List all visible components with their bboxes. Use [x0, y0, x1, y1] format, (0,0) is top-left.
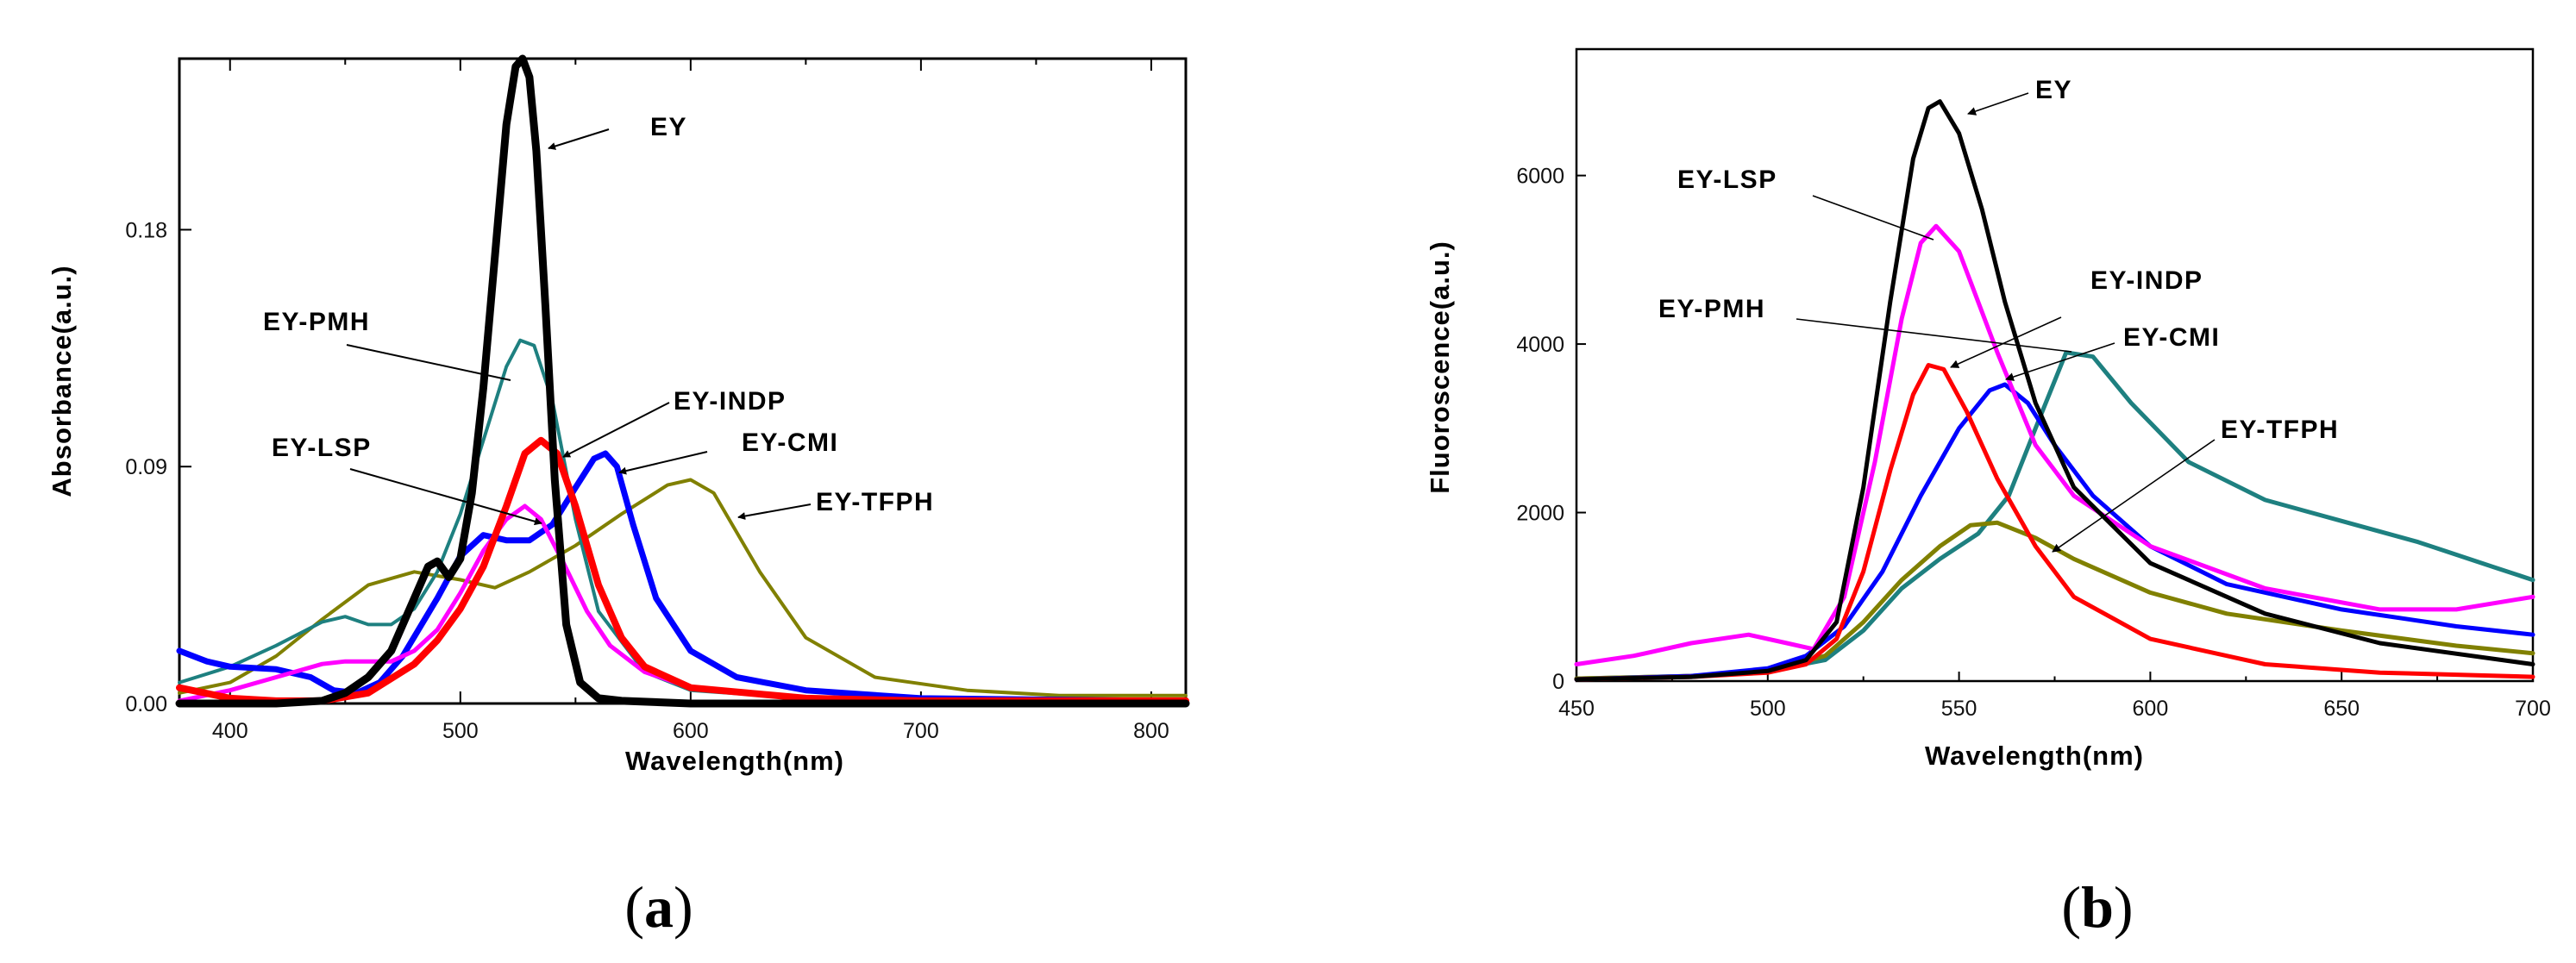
- x-tick-label: 600: [673, 719, 709, 743]
- x-tick-label: 700: [903, 719, 939, 743]
- panel-a-label-ey-pmh: EY-PMH: [263, 308, 370, 336]
- panel-a-ticks: [179, 59, 1152, 704]
- panel-b-series: [1574, 99, 2535, 682]
- panel-b-fluorescence-chart: 450 500 550 600 650 700 0 2000 4000 6000 Wavelen…: [1425, 47, 2551, 771]
- panel-a-label-ey-tfph: EY-TFPH: [816, 488, 934, 516]
- panel-b-label-ey-indp: EY-INDP: [2090, 266, 2203, 295]
- panel-b-label-ey-lsp: EY-LSP: [1677, 166, 1777, 194]
- x-tick-label: 700: [2515, 697, 2551, 721]
- panel-a-absorbance-chart: 400 500 600 700 800 0.00 0.09 0.18 Wavelength(…: [47, 54, 1190, 776]
- panel-a-y-axis-title: Absorbance(a.u.): [47, 265, 77, 497]
- x-tick-label: 400: [212, 719, 248, 743]
- panel-a-arrow-ey: [548, 128, 610, 150]
- panel-a-x-tick-labels: 400 500 600 700 800: [212, 719, 1169, 743]
- panel-b-x-tick-labels: 450 500 550 600 650 700: [1558, 697, 2551, 721]
- panel-b-series-ey-indp: [1574, 363, 2535, 682]
- panel-b-series-ey-tfph: [1574, 520, 2535, 681]
- panel-a-series-ey: [175, 54, 1190, 708]
- y-tick-label: 0.18: [125, 218, 167, 242]
- panel-b-caption-letter: b: [2081, 874, 2114, 940]
- panel-b-ticks: [1576, 174, 2534, 682]
- panel-b-arrow-ey-tfph: [2052, 439, 2216, 553]
- panel-a-label-ey-lsp: EY-LSP: [272, 434, 372, 462]
- panel-b-caption: (b): [2061, 874, 2133, 940]
- panel-a-arrow-ey-tfph: [737, 503, 812, 521]
- panel-b-series-ey-cmi: [1574, 382, 2535, 682]
- panel-a-caption-letter: a: [644, 874, 674, 940]
- panel-a-series-ey-cmi: [176, 450, 1189, 704]
- y-tick-label: 0: [1552, 670, 1564, 694]
- y-tick-label: 4000: [1516, 333, 1564, 357]
- panel-a-series-ey-lsp: [177, 503, 1188, 703]
- panel-a-arrow-ey-lsp: [349, 468, 542, 526]
- y-tick-label: 2000: [1516, 502, 1564, 526]
- panel-b-arrow-ey-lsp: [1812, 195, 1934, 241]
- x-tick-label: 650: [2323, 697, 2360, 721]
- panel-b-series-ey-pmh: [1574, 350, 2535, 681]
- panel-b-arrow-ey-indp: [1950, 316, 2062, 368]
- panel-a-y-tick-labels: 0.00 0.09 0.18: [125, 218, 167, 716]
- panel-b-label-ey: EY: [2035, 76, 2072, 104]
- panel-b-series-ey: [1574, 99, 2535, 682]
- panel-b-y-axis-title: Fluoroscence(a.u.): [1425, 241, 1455, 494]
- panel-a-plot-frame: [178, 57, 1188, 705]
- panel-b-series-ey-lsp: [1574, 223, 2535, 666]
- x-tick-label: 800: [1133, 719, 1169, 743]
- y-tick-label: 0.00: [125, 692, 167, 716]
- panel-a-label-ey-cmi: EY-CMI: [742, 428, 838, 457]
- panel-b-arrow-ey-cmi: [2005, 342, 2115, 381]
- x-tick-label: 500: [442, 719, 479, 743]
- panel-a-arrow-ey-cmi: [618, 451, 708, 475]
- x-tick-label: 450: [1558, 697, 1595, 721]
- panel-a-arrow-ey-indp: [562, 402, 670, 458]
- panel-a-x-axis-title: Wavelength(nm): [625, 746, 844, 776]
- y-tick-label: 6000: [1516, 165, 1564, 189]
- panel-a-arrow-ey-pmh: [346, 344, 511, 381]
- panel-a-label-ey-indp: EY-INDP: [674, 387, 787, 416]
- panel-b-label-ey-cmi: EY-CMI: [2123, 323, 2220, 352]
- panel-b-label-ey-pmh: EY-PMH: [1658, 295, 1765, 323]
- x-tick-label: 550: [1941, 697, 1977, 721]
- panel-a-caption: (a): [624, 874, 693, 940]
- panel-a-label-ey: EY: [650, 113, 687, 141]
- panel-b-arrow-ey-pmh: [1796, 318, 2072, 353]
- x-tick-label: 500: [1750, 697, 1786, 721]
- x-tick-label: 600: [2133, 697, 2169, 721]
- panel-a-series: [175, 54, 1190, 708]
- panel-b-x-axis-title: Wavelength(nm): [1925, 741, 2144, 771]
- panel-b-plot-frame: [1575, 47, 2535, 683]
- panel-b-y-tick-labels: 0 2000 4000 6000: [1516, 165, 1564, 694]
- panel-b-arrow-ey: [1967, 92, 2029, 116]
- y-tick-label: 0.09: [125, 455, 167, 479]
- panel-b-label-ey-tfph: EY-TFPH: [2221, 416, 2339, 444]
- panel-a-series-ey-tfph: [178, 478, 1188, 697]
